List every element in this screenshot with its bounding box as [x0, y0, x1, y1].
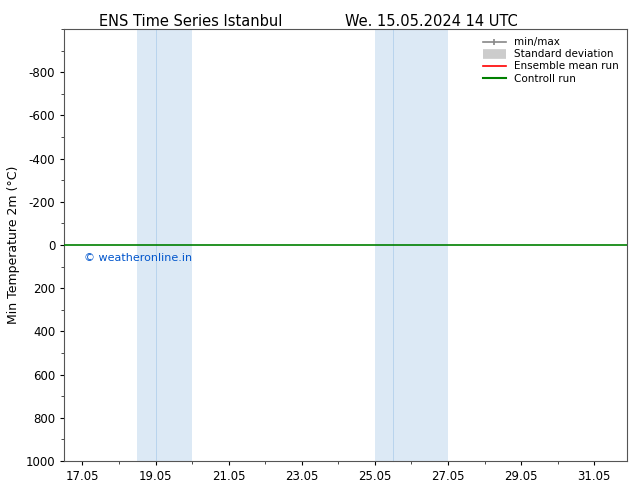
Legend: min/max, Standard deviation, Ensemble mean run, Controll run: min/max, Standard deviation, Ensemble me…	[479, 34, 622, 87]
Bar	[137, 29, 192, 461]
Text: ENS Time Series Istanbul: ENS Time Series Istanbul	[98, 14, 282, 29]
Y-axis label: Min Temperature 2m (°C): Min Temperature 2m (°C)	[7, 166, 20, 324]
Text: © weatheronline.in: © weatheronline.in	[84, 253, 192, 263]
Text: We. 15.05.2024 14 UTC: We. 15.05.2024 14 UTC	[345, 14, 517, 29]
Bar	[375, 29, 448, 461]
